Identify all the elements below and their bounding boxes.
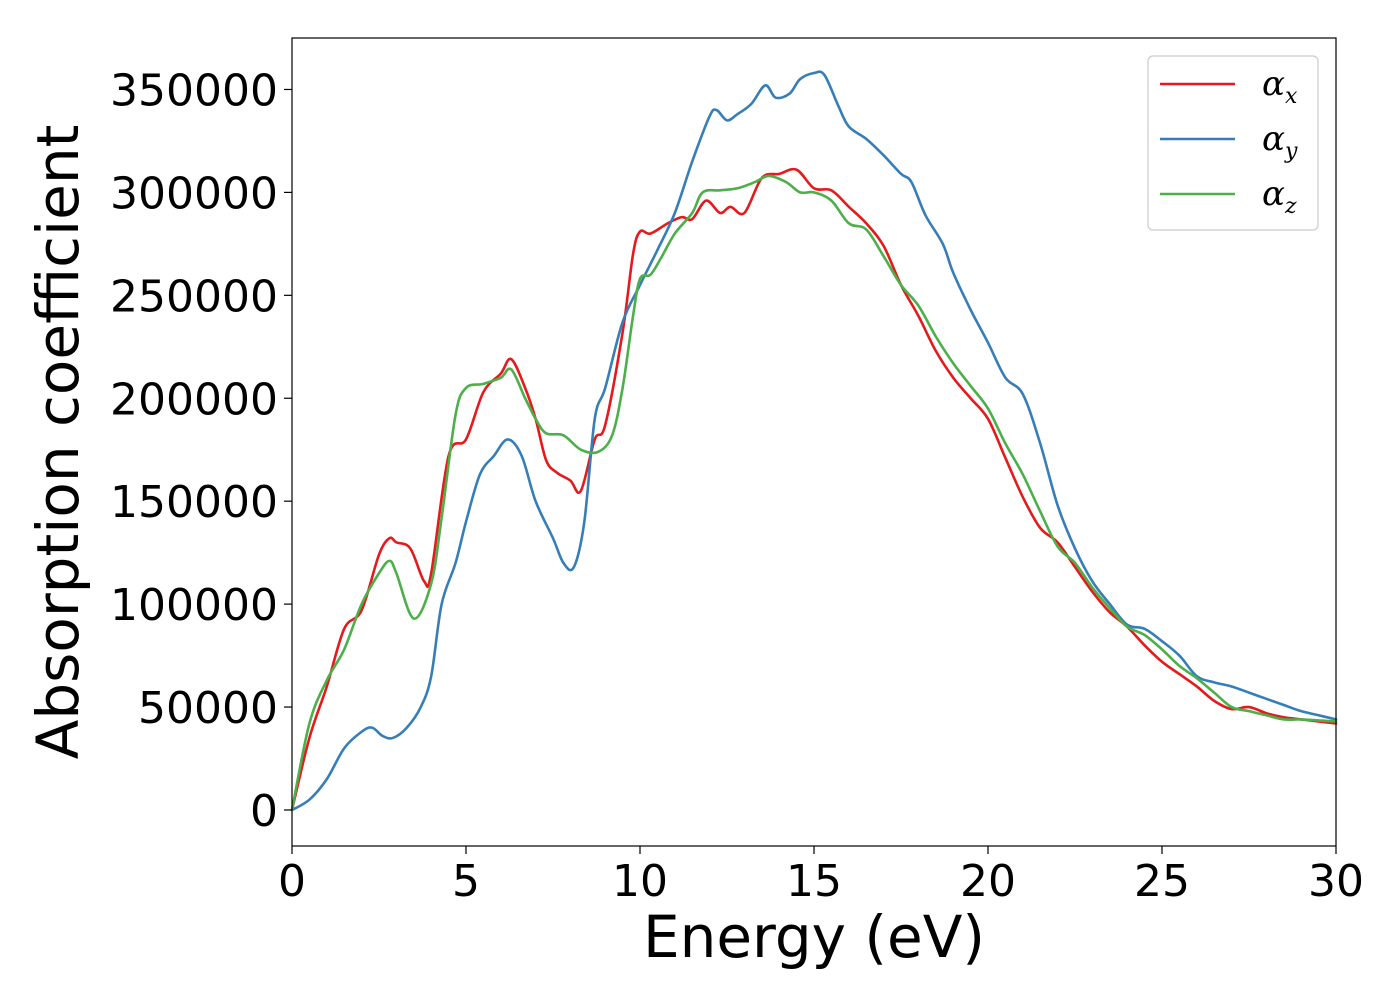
y-tick-label: 50000 [138,683,278,734]
x-tick-label: 25 [1134,856,1190,907]
legend: αx αy αz [1147,55,1319,231]
legend-box [1147,55,1319,231]
y-tick-label: 100000 [110,580,278,631]
legend-label-y: αy [1262,119,1298,164]
x-axis: 0 5 10 15 20 25 30 [278,846,1364,907]
y-tick-label: 150000 [110,477,278,528]
legend-label-x: αx [1262,64,1298,109]
series-line-y [290,70,1338,812]
y-tick-label: 250000 [110,271,278,322]
x-axis-title: Energy (eV) [643,903,985,971]
series-line-z [290,174,1338,812]
x-tick-label: 20 [960,856,1016,907]
x-tick-label: 15 [786,856,842,907]
y-tick-label: 0 [250,786,278,837]
y-axis: 0 50000 100000 150000 200000 250000 300000 3500… [110,65,292,837]
y-tick-label: 350000 [110,65,278,116]
x-tick-label: 0 [278,856,306,907]
y-axis-title: Absorption coefficient [24,125,92,760]
legend-label-z: αz [1262,174,1297,219]
x-tick-label: 30 [1308,856,1364,907]
y-tick-label: 200000 [110,374,278,425]
x-tick-label: 10 [612,856,668,907]
y-tick-label: 300000 [110,168,278,219]
series-layer [290,70,1338,812]
x-tick-label: 5 [452,856,480,907]
